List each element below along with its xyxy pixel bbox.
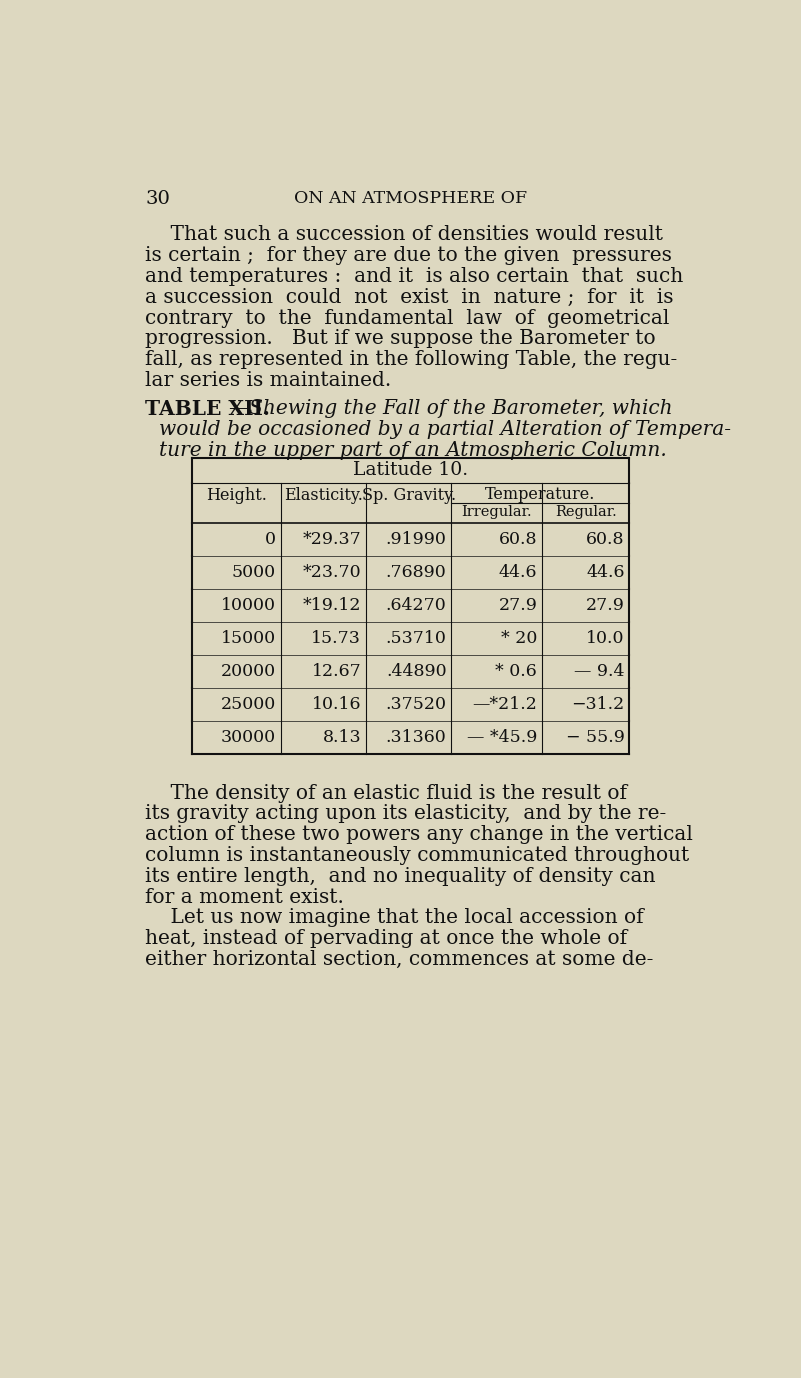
Text: action of these two powers any change in the vertical: action of these two powers any change in… bbox=[145, 825, 693, 845]
Text: * 20: * 20 bbox=[501, 630, 537, 648]
Text: 15.73: 15.73 bbox=[312, 630, 361, 648]
Text: 27.9: 27.9 bbox=[586, 597, 625, 615]
Text: 44.6: 44.6 bbox=[586, 564, 625, 580]
Text: *23.70: *23.70 bbox=[303, 564, 361, 580]
Text: .64270: .64270 bbox=[386, 597, 446, 615]
Text: .31360: .31360 bbox=[386, 729, 446, 747]
Text: 25000: 25000 bbox=[221, 696, 276, 714]
Text: ON AN ATMOSPHERE OF: ON AN ATMOSPHERE OF bbox=[294, 190, 527, 207]
Text: for a moment exist.: for a moment exist. bbox=[145, 887, 344, 907]
Text: 30: 30 bbox=[145, 190, 170, 208]
Text: Latitude 10.: Latitude 10. bbox=[353, 462, 468, 480]
Text: and temperatures :  and it  is also certain  that  such: and temperatures : and it is also certai… bbox=[145, 267, 683, 287]
Text: Temperature.: Temperature. bbox=[485, 485, 595, 503]
Text: 44.6: 44.6 bbox=[499, 564, 537, 580]
Text: is certain ;  for they are due to the given  pressures: is certain ; for they are due to the giv… bbox=[145, 247, 672, 265]
Text: *29.37: *29.37 bbox=[303, 531, 361, 547]
Text: heat, instead of pervading at once the whole of: heat, instead of pervading at once the w… bbox=[145, 929, 627, 948]
Text: would be occasioned by a partial Alteration of Tempera-: would be occasioned by a partial Alterat… bbox=[159, 420, 731, 440]
Text: 20000: 20000 bbox=[221, 663, 276, 681]
Text: column is instantaneously communicated throughout: column is instantaneously communicated t… bbox=[145, 846, 690, 865]
Text: Irregular.: Irregular. bbox=[461, 504, 532, 520]
Text: TABLE XII.: TABLE XII. bbox=[145, 400, 270, 419]
Text: a succession  could  not  exist  in  nature ;  for  it  is: a succession could not exist in nature ;… bbox=[145, 288, 674, 307]
Text: 12.67: 12.67 bbox=[312, 663, 361, 681]
Text: its gravity acting upon its elasticity,  and by the re-: its gravity acting upon its elasticity, … bbox=[145, 805, 666, 824]
Text: − 55.9: − 55.9 bbox=[566, 729, 625, 747]
Text: .91990: .91990 bbox=[385, 531, 446, 547]
Text: —Shewing the Fall of the Barometer, which: —Shewing the Fall of the Barometer, whic… bbox=[229, 400, 672, 419]
Text: .76890: .76890 bbox=[386, 564, 446, 580]
Text: 8.13: 8.13 bbox=[323, 729, 361, 747]
Text: — 9.4: — 9.4 bbox=[574, 663, 625, 681]
Text: 10.16: 10.16 bbox=[312, 696, 361, 714]
Text: The density of an elastic fluid is the result of: The density of an elastic fluid is the r… bbox=[145, 784, 627, 802]
Text: —*21.2: —*21.2 bbox=[473, 696, 537, 714]
Text: .37520: .37520 bbox=[385, 696, 446, 714]
Text: — *45.9: — *45.9 bbox=[467, 729, 537, 747]
Text: −31.2: −31.2 bbox=[572, 696, 625, 714]
Text: Sp. Gravity.: Sp. Gravity. bbox=[361, 488, 456, 504]
Text: Let us now imagine that the local accession of: Let us now imagine that the local access… bbox=[145, 908, 644, 927]
Text: its entire length,  and no inequality of density can: its entire length, and no inequality of … bbox=[145, 867, 655, 886]
Text: Regular.: Regular. bbox=[555, 504, 617, 520]
Text: lar series is maintained.: lar series is maintained. bbox=[145, 371, 392, 390]
Text: 0: 0 bbox=[265, 531, 276, 547]
Text: 10000: 10000 bbox=[221, 597, 276, 615]
Text: progression.   But if we suppose the Barometer to: progression. But if we suppose the Barom… bbox=[145, 329, 656, 349]
Text: 5000: 5000 bbox=[232, 564, 276, 580]
Text: That such a succession of densities would result: That such a succession of densities woul… bbox=[145, 226, 663, 244]
Text: 30000: 30000 bbox=[221, 729, 276, 747]
Text: * 0.6: * 0.6 bbox=[496, 663, 537, 681]
Text: .44890: .44890 bbox=[386, 663, 446, 681]
Text: contrary  to  the  fundamental  law  of  geometrical: contrary to the fundamental law of geome… bbox=[145, 309, 670, 328]
Text: 60.8: 60.8 bbox=[586, 531, 625, 547]
Text: 27.9: 27.9 bbox=[498, 597, 537, 615]
Text: Height.: Height. bbox=[206, 488, 267, 504]
Text: *19.12: *19.12 bbox=[303, 597, 361, 615]
Text: 60.8: 60.8 bbox=[499, 531, 537, 547]
Text: fall, as represented in the following Table, the regu-: fall, as represented in the following Ta… bbox=[145, 350, 678, 369]
Text: ture in the upper part of an Atmospheric Column.: ture in the upper part of an Atmospheric… bbox=[159, 441, 666, 460]
Text: .53710: .53710 bbox=[385, 630, 446, 648]
Text: either horizontal section, commences at some de-: either horizontal section, commences at … bbox=[145, 949, 654, 969]
Text: Elasticity.: Elasticity. bbox=[284, 488, 363, 504]
Text: 15000: 15000 bbox=[221, 630, 276, 648]
Text: 10.0: 10.0 bbox=[586, 630, 625, 648]
